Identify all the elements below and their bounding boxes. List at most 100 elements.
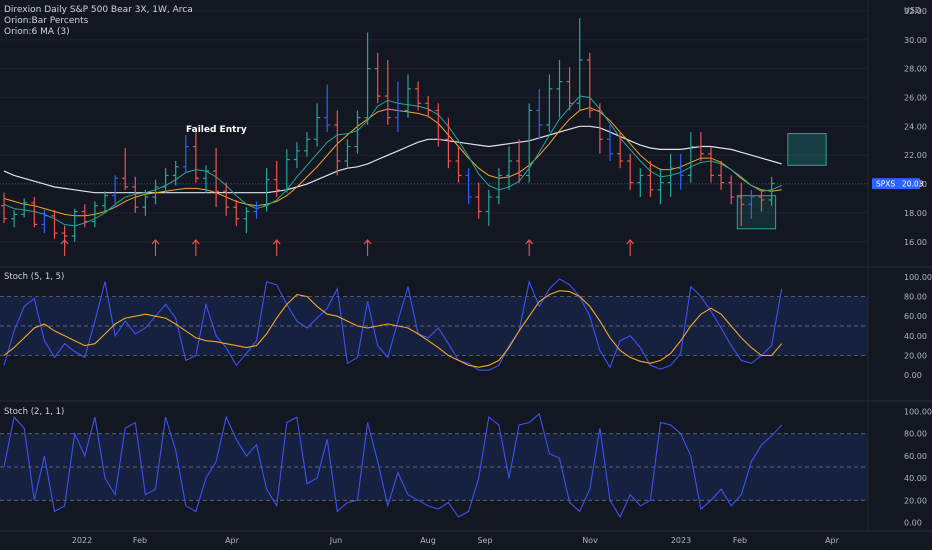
ma-orange-line xyxy=(3,107,782,217)
stoch-k-line xyxy=(3,278,783,371)
ohlc-bar xyxy=(596,103,603,154)
ohlc-bar xyxy=(203,165,209,193)
ohlc-bar xyxy=(566,67,573,111)
ohlc-bar xyxy=(526,103,533,183)
ohlc-bar xyxy=(334,110,341,176)
ohlc-bar xyxy=(607,124,613,161)
ohlc-bar xyxy=(283,149,290,193)
target-box xyxy=(787,133,827,166)
ohlc-bar xyxy=(132,176,139,213)
indicator-6-ma[interactable]: Orion:6 MA (3) xyxy=(4,27,70,37)
ma-white-line xyxy=(3,125,782,194)
ohlc-bar xyxy=(637,168,644,198)
symbol-title[interactable]: Direxion Daily S&P 500 Bear 3X, 1W, Arca xyxy=(4,5,193,15)
signal-arrow xyxy=(191,239,200,256)
ohlc-bar xyxy=(435,103,442,147)
time-axis-label: Aug xyxy=(420,536,436,545)
ohlc-bar xyxy=(586,52,593,118)
time-axis-label: Apr xyxy=(825,536,840,545)
ohlc-bar xyxy=(546,74,553,133)
ohlc-bar xyxy=(304,132,310,157)
ohlc-bar xyxy=(405,74,411,118)
ohlc-bar xyxy=(51,210,58,239)
target-box xyxy=(736,195,777,230)
price-tag-symbol: SPXS xyxy=(876,180,895,189)
signal-arrow xyxy=(525,239,534,256)
price-panel[interactable]: 32.0030.0028.0026.0024.0022.0020.0018.00… xyxy=(0,7,927,256)
price-tick-label: 28.00 xyxy=(904,65,927,74)
ohlc-bar xyxy=(273,160,280,198)
stoch-tick-label: 0.00 xyxy=(904,371,922,380)
ohlc-bar xyxy=(738,182,745,226)
time-axis-label: Jun xyxy=(329,536,343,545)
arrow-head xyxy=(363,239,372,245)
ohlc-bar xyxy=(102,191,108,213)
price-tag-value: 20.03 xyxy=(902,180,924,189)
currency-label: USD xyxy=(904,6,921,15)
price-tick-label: 32.00 xyxy=(904,7,927,16)
ohlc-bar xyxy=(374,52,381,104)
stoch-k-line xyxy=(3,412,783,519)
stoch-tick-label: 20.00 xyxy=(904,351,927,360)
ohlc-bar xyxy=(71,208,78,242)
ohlc-bar xyxy=(627,153,634,190)
ohlc-bar xyxy=(354,110,361,154)
ohlc-bar xyxy=(192,132,199,183)
panel-separators xyxy=(0,0,932,532)
ohlc-bar xyxy=(263,168,270,212)
time-axis-label: Feb xyxy=(733,536,747,545)
ohlc-bar xyxy=(576,18,583,111)
time-axis[interactable]: 2022 Feb Apr Jun Aug Sep Nov 2023 Feb Apr xyxy=(72,536,840,545)
ohlc-bar xyxy=(213,147,220,208)
arrow-head xyxy=(60,239,69,245)
ohlc-bar xyxy=(556,59,563,118)
price-tick-label: 18.00 xyxy=(904,209,927,218)
stoch-tick-label: 60.00 xyxy=(904,452,927,461)
arrow-head xyxy=(626,239,635,245)
ohlc-bar xyxy=(697,132,704,161)
stoch-tick-label: 100.00 xyxy=(904,273,932,282)
ohlc-bar xyxy=(31,197,38,228)
ohlc-bar xyxy=(758,189,765,212)
ohlc-bar xyxy=(506,146,512,190)
ohlc-bar xyxy=(314,103,321,147)
stoch-tick-label: 60.00 xyxy=(904,312,927,321)
ohlc-bar xyxy=(344,139,351,169)
stoch-2-1-1-panel[interactable]: 100.00 80.00 60.00 40.00 20.00 0.00 xyxy=(0,408,932,528)
ohlc-bar xyxy=(647,160,654,198)
ohlc-bar xyxy=(243,207,250,234)
price-tick-label: 26.00 xyxy=(904,93,927,102)
ohlc-bar xyxy=(41,210,48,234)
signal-arrow xyxy=(60,239,69,256)
stoch-5-1-5-panel[interactable]: 100.00 80.00 60.00 40.00 20.00 0.00 xyxy=(0,273,932,380)
price-tick-label: 16.00 xyxy=(904,238,927,247)
time-axis-label: Sep xyxy=(477,536,492,545)
ohlc-bar xyxy=(81,204,88,228)
ohlc-bar xyxy=(465,168,472,205)
ma-green-line xyxy=(3,95,782,227)
price-tick-label: 30.00 xyxy=(904,36,927,45)
ohlc-bar xyxy=(516,139,523,183)
time-axis-label: Nov xyxy=(582,536,598,545)
stoch-tick-label: 40.00 xyxy=(904,332,927,341)
ohlc-bar xyxy=(485,189,492,226)
failed-entry-annotation: Failed Entry xyxy=(186,125,247,135)
stoch-5-1-5-title: Stoch (5, 1, 5) xyxy=(4,272,64,282)
ohlc-bar xyxy=(364,32,371,125)
signal-arrow xyxy=(626,239,635,256)
stoch-2-1-1-title: Stoch (2, 1, 1) xyxy=(4,407,64,417)
chart-legend: Direxion Daily S&P 500 Bear 3X, 1W, Arca… xyxy=(4,5,193,38)
ohlc-bar xyxy=(122,147,129,190)
stoch-tick-label: 0.00 xyxy=(904,518,922,527)
ohlc-bar xyxy=(687,132,694,183)
ohlc-bar xyxy=(495,168,502,205)
ohlc-bar xyxy=(11,210,18,228)
time-axis-label: Apr xyxy=(225,536,240,545)
ohlc-bar xyxy=(324,84,331,133)
arrow-head xyxy=(272,239,281,245)
ohlc-bar xyxy=(475,182,482,219)
stoch-tick-label: 40.00 xyxy=(904,474,927,483)
indicator-bar-percents[interactable]: Orion:Bar Percents xyxy=(4,16,89,26)
